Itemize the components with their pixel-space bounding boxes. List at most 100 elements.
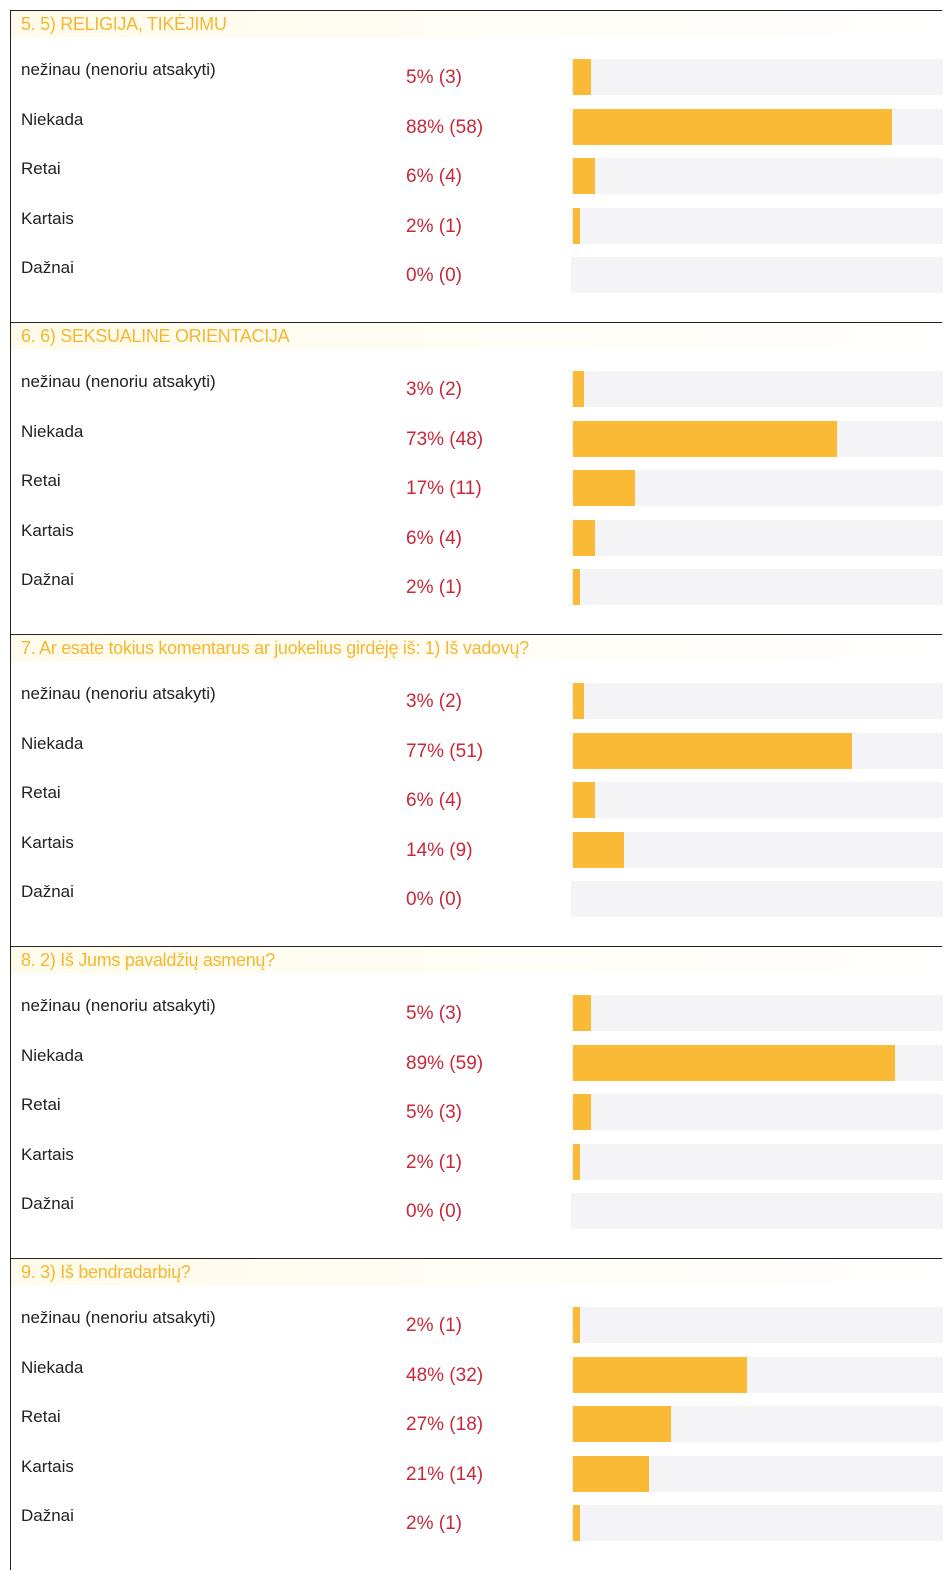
question-title: 8. 2) Iš Jums pavaldžių asmenų? bbox=[11, 947, 942, 973]
bar bbox=[573, 59, 592, 95]
answer-result: 6% (4) bbox=[406, 527, 462, 549]
bar-track bbox=[571, 207, 943, 244]
answer-label: Kartais bbox=[21, 832, 74, 852]
bar bbox=[573, 207, 581, 244]
bar-track bbox=[571, 1455, 943, 1492]
question-section: 6. 6) SEKSUALINE ORIENTACIJA nežinau (nen… bbox=[10, 322, 943, 634]
bar bbox=[573, 569, 581, 605]
bar-track bbox=[571, 881, 943, 917]
bar bbox=[573, 470, 635, 506]
bar bbox=[573, 995, 592, 1031]
bar bbox=[573, 831, 624, 868]
answer-result: 0% (0) bbox=[406, 1201, 462, 1222]
answer-label: Retai bbox=[21, 1095, 61, 1114]
answer-result: 14% (9) bbox=[406, 839, 473, 861]
bar bbox=[573, 1307, 581, 1343]
bar-track bbox=[571, 1044, 943, 1081]
answer-result: 88% (58) bbox=[406, 116, 484, 138]
answer-result: 73% (48) bbox=[406, 428, 484, 450]
answer-result: 0% (0) bbox=[406, 265, 462, 286]
question-section: 7. Ar esate tokius komentarus ar juokeli… bbox=[10, 634, 943, 946]
bar-track bbox=[571, 1406, 943, 1442]
bar bbox=[573, 158, 595, 194]
answer-label: Retai bbox=[21, 783, 61, 802]
answer-result: 5% (3) bbox=[406, 1003, 462, 1024]
answer-label: Niekada bbox=[21, 421, 84, 441]
answer-result: 48% (32) bbox=[406, 1364, 484, 1386]
bar-track bbox=[571, 108, 943, 145]
bar-track bbox=[571, 371, 943, 407]
answer-label: Dažnai bbox=[21, 570, 74, 589]
bar-track bbox=[571, 569, 943, 605]
bar-track bbox=[571, 732, 943, 769]
bar-track bbox=[571, 519, 943, 556]
answer-label: Niekada bbox=[21, 109, 84, 129]
answer-result: 5% (3) bbox=[406, 1102, 462, 1123]
bar bbox=[573, 1356, 747, 1393]
answer-label: nežinau (nenoriu atsakyti) bbox=[21, 684, 216, 703]
question-section: 5. 5) RELIGIJA, TIKĖJIMU nežinau (nenoriu… bbox=[10, 10, 943, 322]
answer-result: 3% (2) bbox=[406, 691, 462, 712]
answer-label: nežinau (nenoriu atsakyti) bbox=[21, 996, 216, 1015]
bar bbox=[573, 1406, 671, 1442]
answer-result: 77% (51) bbox=[406, 740, 484, 762]
answer-label: Retai bbox=[21, 159, 61, 178]
bar bbox=[573, 732, 852, 769]
answer-label: Niekada bbox=[21, 1357, 84, 1377]
bar-track bbox=[571, 257, 943, 293]
answer-result: 2% (1) bbox=[406, 215, 462, 237]
answer-label: Kartais bbox=[21, 1144, 74, 1164]
answer-result: 6% (4) bbox=[406, 166, 462, 187]
bar-track bbox=[571, 995, 943, 1031]
answer-result: 17% (11) bbox=[406, 478, 482, 499]
answer-label: nežinau (nenoriu atsakyti) bbox=[21, 1308, 216, 1327]
bar bbox=[573, 371, 584, 407]
answer-label: nežinau (nenoriu atsakyti) bbox=[21, 372, 216, 391]
answer-result: 2% (1) bbox=[406, 1151, 462, 1173]
question-title: 5. 5) RELIGIJA, TIKĖJIMU bbox=[11, 11, 942, 37]
bar-track bbox=[571, 1143, 943, 1180]
bar-track bbox=[571, 470, 943, 506]
question-title: 9. 3) Iš bendradarbių? bbox=[11, 1259, 942, 1285]
bar-track bbox=[571, 420, 943, 457]
bar bbox=[573, 1143, 581, 1180]
answer-label: Kartais bbox=[21, 208, 74, 228]
question-section: 8. 2) Iš Jums pavaldžių asmenų? nežinau (… bbox=[10, 946, 943, 1258]
answer-result: 2% (1) bbox=[406, 577, 462, 598]
answer-label: Dažnai bbox=[21, 882, 74, 901]
answer-result: 0% (0) bbox=[406, 889, 462, 910]
bar-track bbox=[571, 1356, 943, 1393]
bar bbox=[573, 683, 584, 719]
answer-label: Dažnai bbox=[21, 258, 74, 277]
bar bbox=[573, 782, 595, 818]
answer-result: 21% (14) bbox=[406, 1463, 484, 1485]
answer-result: 89% (59) bbox=[406, 1052, 484, 1074]
bar-track bbox=[571, 1505, 943, 1541]
answer-result: 3% (2) bbox=[406, 379, 462, 400]
bar-track bbox=[571, 1307, 943, 1343]
answer-label: Retai bbox=[21, 471, 61, 490]
bar bbox=[573, 1094, 592, 1130]
answer-label: Niekada bbox=[21, 1045, 84, 1065]
question-title: 7. Ar esate tokius komentarus ar juokeli… bbox=[11, 635, 942, 661]
bar bbox=[573, 1455, 650, 1492]
answer-label: Kartais bbox=[21, 1456, 74, 1476]
bar-track bbox=[571, 158, 943, 194]
bar bbox=[573, 420, 838, 457]
answer-label: Dažnai bbox=[21, 1194, 74, 1213]
answer-result: 5% (3) bbox=[406, 67, 462, 88]
answer-result: 2% (1) bbox=[406, 1315, 462, 1336]
answer-label: Retai bbox=[21, 1407, 61, 1426]
answer-result: 27% (18) bbox=[406, 1414, 484, 1435]
answer-label: Niekada bbox=[21, 733, 84, 753]
bar-track bbox=[571, 1094, 943, 1130]
bar-track bbox=[571, 1193, 943, 1229]
answer-result: 2% (1) bbox=[406, 1513, 462, 1534]
bar bbox=[573, 1044, 896, 1081]
bar-track bbox=[571, 683, 943, 719]
bar bbox=[573, 519, 595, 556]
answer-label: nežinau (nenoriu atsakyti) bbox=[21, 60, 216, 79]
bar-track bbox=[571, 782, 943, 818]
bar bbox=[573, 1505, 581, 1541]
